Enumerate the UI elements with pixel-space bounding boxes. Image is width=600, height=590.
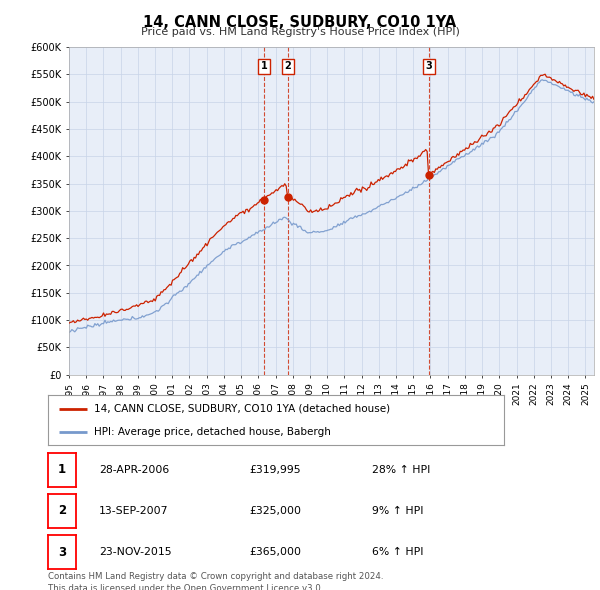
Text: HPI: Average price, detached house, Babergh: HPI: Average price, detached house, Babe… [94,427,331,437]
Text: 9% ↑ HPI: 9% ↑ HPI [372,506,424,516]
Text: 1: 1 [260,61,267,71]
Text: Contains HM Land Registry data © Crown copyright and database right 2024.
This d: Contains HM Land Registry data © Crown c… [48,572,383,590]
Point [283,192,293,202]
Text: 13-SEP-2007: 13-SEP-2007 [99,506,169,516]
Text: 2: 2 [58,504,66,517]
Point [424,171,434,180]
Text: £325,000: £325,000 [249,506,301,516]
Text: Price paid vs. HM Land Registry's House Price Index (HPI): Price paid vs. HM Land Registry's House … [140,27,460,37]
Text: 6% ↑ HPI: 6% ↑ HPI [372,548,424,557]
Text: £319,995: £319,995 [249,465,301,474]
Text: 23-NOV-2015: 23-NOV-2015 [99,548,172,557]
Text: 2: 2 [284,61,291,71]
Text: £365,000: £365,000 [249,548,301,557]
Text: 3: 3 [58,546,66,559]
Text: 28% ↑ HPI: 28% ↑ HPI [372,465,430,474]
Text: 28-APR-2006: 28-APR-2006 [99,465,169,474]
Text: 1: 1 [58,463,66,476]
Text: 14, CANN CLOSE, SUDBURY, CO10 1YA (detached house): 14, CANN CLOSE, SUDBURY, CO10 1YA (detac… [94,404,390,414]
Point [259,195,269,205]
Text: 3: 3 [425,61,432,71]
Text: 14, CANN CLOSE, SUDBURY, CO10 1YA: 14, CANN CLOSE, SUDBURY, CO10 1YA [143,15,457,30]
